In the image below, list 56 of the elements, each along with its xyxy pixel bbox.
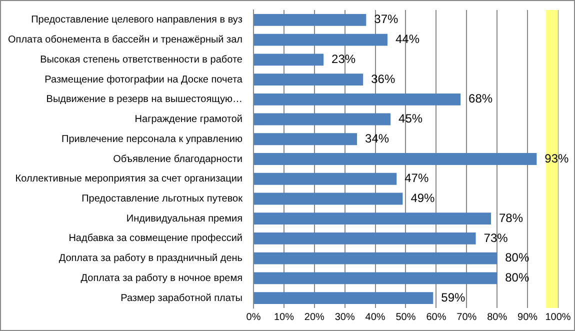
bar: [254, 272, 498, 284]
data-label: 23%: [332, 52, 356, 66]
data-label: 59%: [441, 290, 466, 304]
bar: [254, 14, 366, 26]
bar: [254, 153, 537, 165]
bar: [254, 93, 461, 106]
bar: [254, 113, 391, 126]
y-tick-label: Доплата за работу в праздничный день: [58, 253, 242, 264]
data-label: 68%: [468, 92, 493, 106]
y-tick-label: Оплата обонемента в бассейн и тренажёрный зал: [8, 34, 243, 46]
bar: [254, 292, 434, 304]
data-label: 49%: [410, 191, 436, 206]
data-label: 80%: [505, 270, 530, 285]
x-tick-label: 0%: [246, 312, 261, 323]
data-label: 73%: [484, 230, 508, 245]
x-tick-label: 80%: [487, 312, 508, 323]
y-tick-label: Коллективные мероприятия за счет организации: [15, 174, 242, 185]
y-tick-label: Размещение фотографии на Доске почета: [44, 74, 243, 86]
data-label: 93%: [544, 151, 570, 166]
y-tick-label: Индивидуальная премия: [126, 213, 242, 224]
bar: [254, 34, 388, 46]
bar: [254, 54, 324, 66]
x-tick-label: 20%: [304, 312, 325, 323]
data-label: 80%: [505, 250, 530, 265]
y-tick-label: Предоставление льготных путевок: [82, 193, 244, 204]
data-label: 36%: [371, 72, 396, 86]
bar: [254, 232, 476, 244]
bar: [254, 212, 492, 225]
y-tick-label: Привлечение персонала к управлению: [62, 134, 243, 145]
y-tick-label: Надбавка за совмещение профессий: [68, 233, 242, 244]
data-label: 78%: [499, 210, 524, 225]
y-tick-label: Размер заработной платы: [120, 292, 242, 304]
y-tick-label: Предоставление целевого направления в вуз: [31, 14, 243, 26]
x-tick-label: 70%: [456, 312, 477, 323]
x-tick-label: 40%: [365, 312, 386, 323]
y-tick-label: Высокая степень ответственности в работе: [40, 54, 243, 66]
data-label: 45%: [398, 112, 423, 126]
data-label: 34%: [365, 131, 390, 146]
x-tick-label: 60%: [426, 312, 446, 323]
data-label: 47%: [404, 171, 429, 186]
bar: [254, 133, 358, 146]
y-tick-label: Выдвижение в резерв на вышестоящую…: [46, 94, 242, 106]
bar: [254, 192, 403, 205]
y-tick-label: Объявление благодарности: [113, 154, 242, 165]
x-tick-label: 10%: [274, 312, 294, 323]
y-tick-label: Награждение грамотой: [134, 114, 242, 126]
data-label: 44%: [395, 32, 420, 46]
x-tick-label: 90%: [518, 312, 538, 323]
x-tick-label: 30%: [334, 312, 355, 323]
data-label: 37%: [374, 12, 399, 26]
x-tick-label: 50%: [396, 312, 416, 323]
bar: [254, 252, 498, 264]
y-tick-label: Доплата за работу в ночное время: [80, 272, 242, 284]
bar: [254, 172, 397, 185]
x-tick-label: 100%: [545, 312, 571, 323]
bar: [254, 74, 364, 86]
